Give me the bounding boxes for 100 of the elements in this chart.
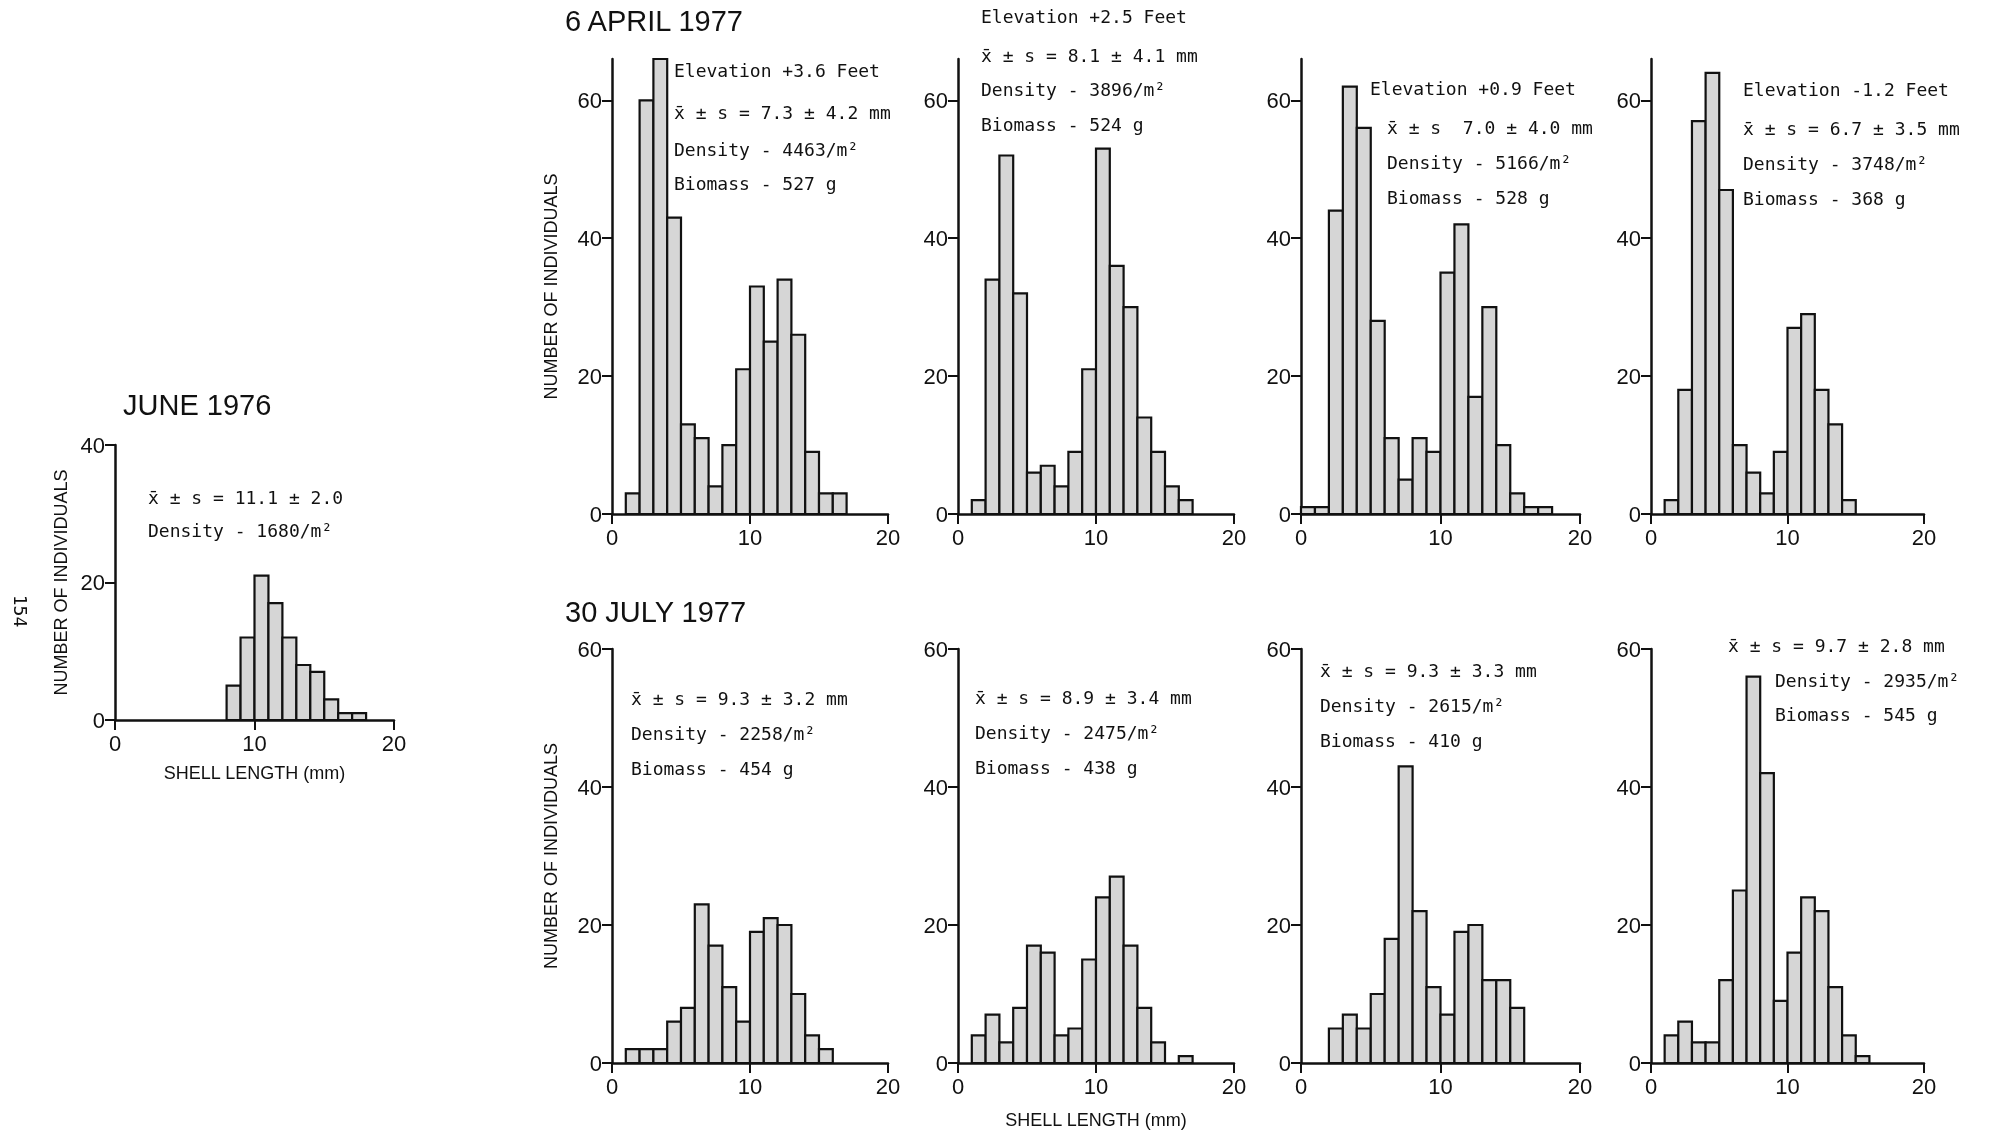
x-tick-label: 10 — [1428, 1073, 1453, 1099]
y-tick-label: 40 — [80, 432, 105, 458]
x-tick-label: 0 — [605, 1073, 619, 1099]
chart-title: 6 APRIL 1977 — [565, 4, 743, 37]
y-tick-label: 20 — [923, 912, 948, 938]
annotation: Biomass - 528 g — [1387, 186, 1550, 208]
text: 154 — [9, 594, 31, 628]
y-tick-label: 0 — [1278, 501, 1291, 527]
annotation: x̄ ± s = 9.3 ± 3.3 mm — [1320, 659, 1537, 681]
y-tick-label: 20 — [577, 912, 602, 938]
x-tick-label: 20 — [1567, 1073, 1593, 1099]
y-tick-label: 60 — [1616, 636, 1641, 662]
y-tick-label: 20 — [577, 363, 602, 389]
y-tick-label: 0 — [1628, 1050, 1641, 1076]
y-tick-label: 60 — [1616, 87, 1641, 113]
x-tick-label: 10 — [737, 1073, 763, 1099]
y-tick-label: 40 — [923, 225, 948, 251]
x-tick-label: 10 — [737, 524, 763, 550]
annotation: Biomass - 454 g — [631, 757, 794, 779]
x-tick-label: 0 — [1294, 524, 1308, 550]
annotation: Elevation +0.9 Feet — [1370, 77, 1576, 99]
text: Elevation +2.5 Feet — [981, 5, 1187, 27]
y-tick-label: 60 — [923, 636, 948, 662]
annotation: x̄ ± s = 9.7 ± 2.8 mm — [1728, 634, 1945, 656]
annotation: Elevation -1.2 Feet — [1743, 78, 1949, 100]
annotation: Density - 2615/m² — [1320, 694, 1505, 716]
y-tick-label: 20 — [1616, 363, 1641, 389]
y-tick-label: 40 — [1266, 774, 1291, 800]
x-tick-label: 10 — [1083, 524, 1109, 550]
y-tick-label: 0 — [589, 1050, 602, 1076]
y-tick-label: 40 — [1616, 225, 1641, 251]
x-tick-label: 0 — [1644, 1073, 1658, 1099]
annotation: Biomass - 545 g — [1775, 703, 1938, 725]
x-tick-label: 20 — [1911, 524, 1937, 550]
y-tick-label: 20 — [80, 570, 105, 595]
chart-title: JUNE 1976 — [123, 388, 272, 421]
x-tick-label: 10 — [1775, 524, 1800, 550]
x-tick-label: 20 — [1911, 1073, 1937, 1099]
y-axis-title: NUMBER OF INDIVIDUALS — [50, 469, 71, 696]
x-tick-label: 20 — [381, 730, 407, 756]
y-tick-label: 40 — [577, 225, 602, 251]
y-tick-label: 40 — [923, 774, 948, 800]
x-tick-label: 20 — [1221, 524, 1247, 550]
x-tick-label: 10 — [1428, 524, 1453, 550]
y-axis-title: NUMBER OF INDIVIDUALS — [541, 173, 561, 400]
annotation: Elevation +3.6 Feet — [674, 59, 880, 81]
y-tick-label: 60 — [1266, 87, 1291, 113]
x-tick-label: 10 — [1775, 1073, 1800, 1099]
annotation: Density - 5166/m² — [1387, 151, 1572, 173]
x-tick-label: 20 — [1221, 1073, 1247, 1099]
x-tick-label: 20 — [1567, 524, 1593, 550]
x-tick-label: 10 — [1083, 1073, 1109, 1099]
y-tick-label: 40 — [1266, 225, 1291, 251]
y-axis-title: NUMBER OF INDIVIDUALS — [541, 742, 561, 970]
y-tick-label: 0 — [92, 707, 105, 733]
annotation: Density - 4463/m² — [674, 138, 859, 160]
y-tick-label: 40 — [1616, 774, 1641, 800]
annotation: Density - 2475/m² — [975, 721, 1160, 743]
annotation: x̄ ± s = 11.1 ± 2.0 — [148, 486, 344, 508]
y-tick-label: 40 — [577, 774, 602, 800]
x-tick-label: 20 — [875, 524, 901, 550]
x-tick-label: 0 — [108, 730, 122, 756]
x-tick-label: 0 — [951, 524, 965, 550]
y-tick-label: 0 — [935, 501, 948, 527]
annotation: x̄ ± s = 8.9 ± 3.4 mm — [975, 686, 1192, 708]
y-tick-label: 20 — [1616, 912, 1641, 938]
y-tick-label: 0 — [935, 1050, 948, 1076]
annotation: Biomass - 368 g — [1743, 187, 1906, 209]
x-axis-title: SHELL LENGTH (mm) — [1005, 1110, 1187, 1130]
x-tick-label: 20 — [875, 1073, 901, 1099]
annotation: x̄ ± s = 9.3 ± 3.2 mm — [631, 687, 848, 709]
y-tick-label: 0 — [1278, 1050, 1291, 1076]
annotation: Density - 3896/m² — [981, 78, 1166, 100]
annotation: Density - 2258/m² — [631, 722, 816, 744]
y-tick-label: 60 — [923, 87, 948, 113]
y-tick-label: 60 — [577, 87, 602, 113]
y-tick-label: 0 — [1628, 501, 1641, 527]
x-axis-title: SHELL LENGTH (mm) — [163, 763, 346, 783]
annotation: x̄ ± s 7.0 ± 4.0 mm — [1387, 116, 1593, 138]
annotation: Biomass - 524 g — [981, 113, 1144, 135]
x-tick-label: 0 — [605, 524, 619, 550]
annotation: Biomass - 527 g — [674, 172, 837, 194]
y-tick-label: 60 — [1266, 636, 1291, 662]
y-tick-label: 60 — [577, 636, 602, 662]
annotation: Biomass - 438 g — [975, 756, 1138, 778]
y-tick-label: 0 — [589, 501, 602, 527]
y-tick-label: 20 — [923, 363, 948, 389]
x-tick-label: 0 — [1294, 1073, 1308, 1099]
x-tick-label: 10 — [242, 730, 267, 756]
x-tick-label: 0 — [1644, 524, 1658, 550]
annotation: Density - 3748/m² — [1743, 152, 1928, 174]
chart-title: 30 JULY 1977 — [565, 595, 747, 628]
y-tick-label: 20 — [1266, 912, 1291, 938]
x-tick-label: 0 — [951, 1073, 965, 1099]
annotation: Density - 2935/m² — [1775, 669, 1960, 691]
annotation: x̄ ± s = 7.3 ± 4.2 mm — [674, 101, 891, 123]
annotation: x̄ ± s = 6.7 ± 3.5 mm — [1743, 117, 1960, 139]
annotation: Density - 1680/m² — [148, 519, 333, 541]
annotation: x̄ ± s = 8.1 ± 4.1 mm — [981, 44, 1198, 66]
y-tick-label: 20 — [1266, 363, 1291, 389]
